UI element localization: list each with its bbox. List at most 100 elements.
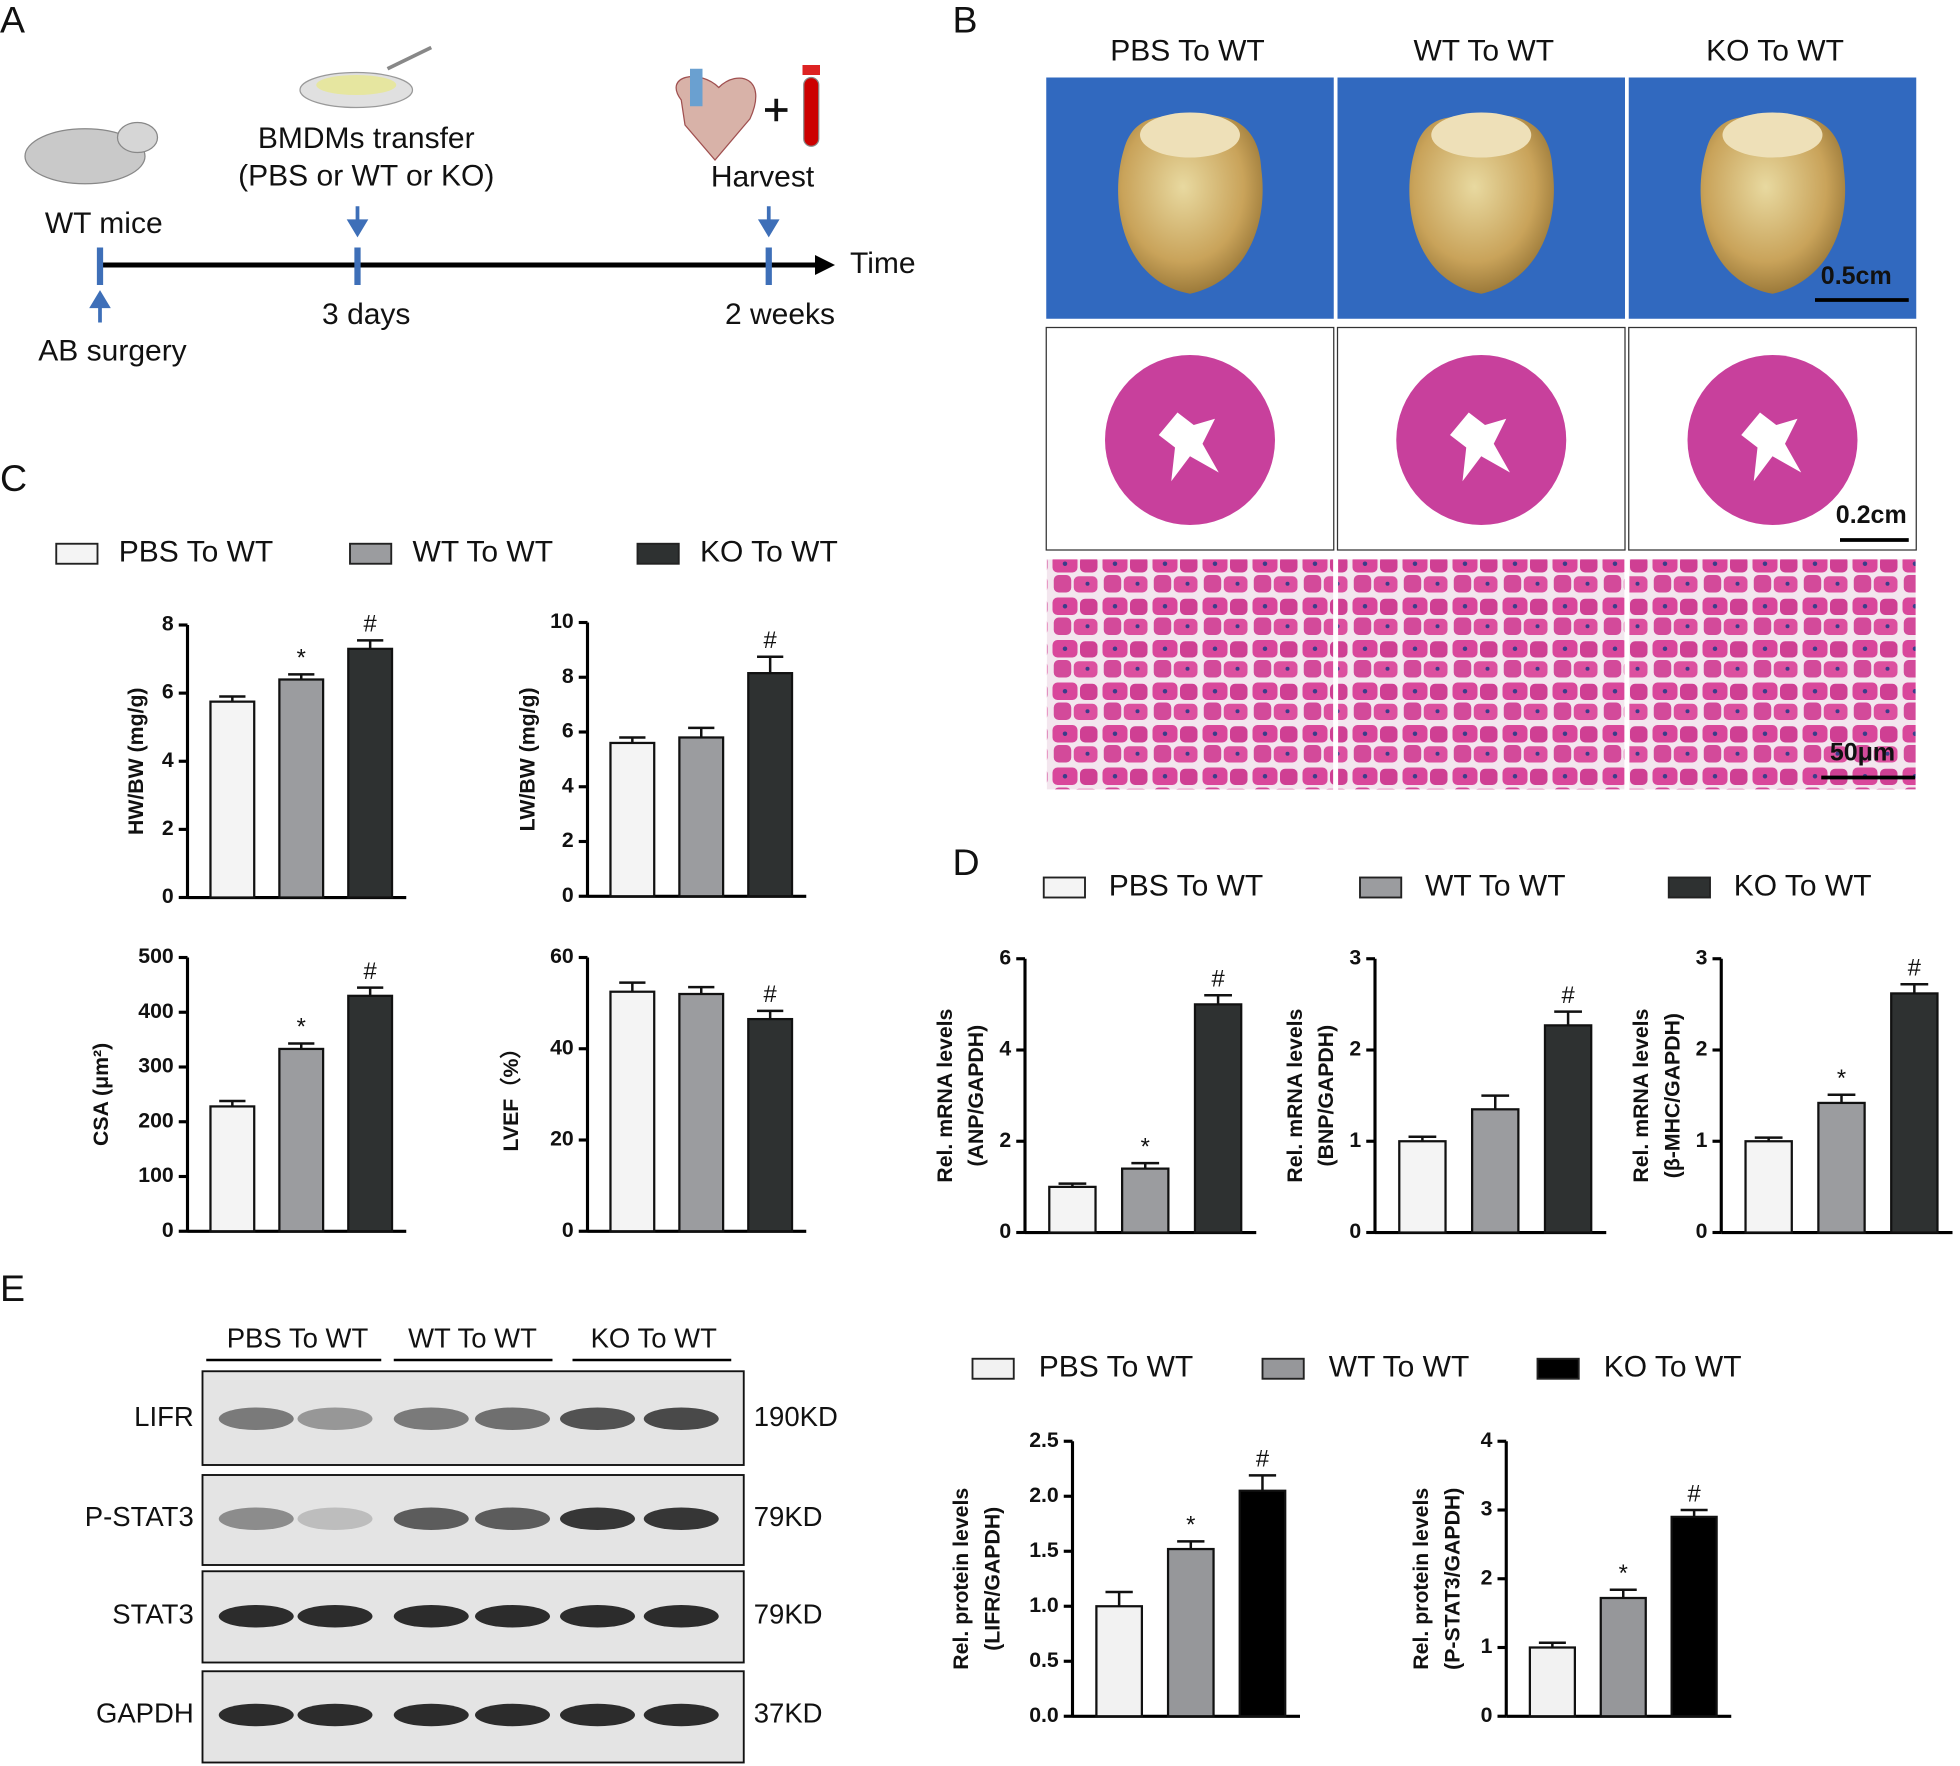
label: AB surgery <box>38 334 186 367</box>
band <box>218 1507 294 1530</box>
band <box>643 1507 719 1530</box>
legend-label: KO To WT <box>1604 1351 1742 1384</box>
band <box>475 1605 550 1628</box>
error-bar <box>219 695 246 702</box>
y-tick-label: 40 <box>550 1035 574 1059</box>
panel-label: C <box>0 457 27 499</box>
error-bar <box>688 726 715 738</box>
band <box>560 1605 635 1628</box>
y-tick-label: 0 <box>562 883 574 907</box>
bar <box>1744 1140 1793 1234</box>
row-label: LIFR <box>134 1401 194 1432</box>
band <box>643 1605 719 1628</box>
error-bar <box>288 673 315 680</box>
significance: * <box>1141 1133 1150 1160</box>
y-axis-label: LVEF（%） <box>499 1037 523 1151</box>
y-tick-label: 3 <box>1696 945 1708 969</box>
label: 2 weeks <box>725 298 835 331</box>
error-bar <box>1554 1010 1582 1026</box>
y-axis-label: CSA (μm²) <box>89 1043 113 1146</box>
y-axis-label: Rel. mRNA levels <box>1629 1009 1653 1183</box>
error-bar <box>1177 1540 1205 1550</box>
error-bar <box>1827 1093 1856 1103</box>
bar <box>609 990 656 1233</box>
column-title: PBS To WT <box>1110 34 1264 67</box>
y-tick-label: 100 <box>138 1163 173 1187</box>
bar <box>678 992 725 1233</box>
error-bar <box>1105 1590 1133 1607</box>
heart <box>1118 115 1263 294</box>
y-tick-label: 2 <box>162 816 174 840</box>
band <box>560 1507 635 1530</box>
legend-swatch <box>971 1357 1015 1380</box>
cavity <box>1158 412 1219 482</box>
tissue <box>1628 558 1917 791</box>
y-axis-label: Rel. mRNA levels <box>1283 1009 1307 1183</box>
band <box>297 1605 373 1628</box>
error-bar <box>1248 1474 1277 1491</box>
bar <box>1543 1024 1593 1234</box>
label: (PBS or WT or KO) <box>238 159 494 192</box>
size-label: 37KD <box>754 1697 823 1728</box>
significance: * <box>297 645 306 672</box>
y-tick-label: 0 <box>1349 1219 1361 1243</box>
error-bar <box>1204 993 1232 1005</box>
significance: * <box>297 1014 306 1041</box>
significance: # <box>1688 1480 1702 1507</box>
legend-swatch <box>1536 1357 1580 1380</box>
error-bar <box>1609 1588 1637 1598</box>
column-title: KO To WT <box>1706 34 1844 67</box>
band <box>393 1507 469 1530</box>
significance: # <box>1561 982 1575 1009</box>
label: BMDMs transfer <box>258 122 475 155</box>
legend-label: KO To WT <box>700 536 838 569</box>
band <box>393 1605 469 1628</box>
y-tick-label: 0 <box>1696 1219 1708 1243</box>
error-bar <box>757 655 784 674</box>
label: 3 days <box>322 298 410 331</box>
bar <box>1470 1108 1520 1234</box>
y-tick-label: 1.0 <box>1029 1593 1059 1617</box>
significance: * <box>1619 1560 1628 1587</box>
y-tick-label: 3 <box>1349 945 1361 969</box>
bar <box>1095 1605 1144 1718</box>
y-tick-label: 2 <box>562 828 574 852</box>
legend-label: PBS To WT <box>1109 869 1263 902</box>
significance: # <box>1908 955 1922 982</box>
tissue <box>1045 558 1335 791</box>
scale-bar-label: 0.5cm <box>1821 262 1892 290</box>
bar <box>1193 1003 1243 1234</box>
y-tick-label: 3 <box>1481 1497 1493 1521</box>
error-bar <box>1680 1508 1708 1517</box>
band <box>643 1407 719 1430</box>
bar <box>1528 1646 1577 1718</box>
band <box>475 1507 550 1530</box>
band <box>393 1407 469 1430</box>
band <box>297 1507 373 1530</box>
y-tick-label: 8 <box>162 612 174 636</box>
group-label: WT To WT <box>408 1322 537 1353</box>
bar <box>347 647 394 899</box>
group-label: PBS To WT <box>227 1322 369 1353</box>
bar <box>1121 1167 1170 1234</box>
y-tick-label: 0 <box>999 1219 1011 1243</box>
band <box>218 1605 294 1628</box>
y-tick-label: 8 <box>562 664 574 688</box>
y-tick-label: 1 <box>1696 1128 1708 1152</box>
micrographs <box>1045 77 1917 791</box>
label: WT mice <box>45 207 163 240</box>
y-tick-label: 0 <box>562 1218 574 1242</box>
y-tick-label: 2 <box>1481 1565 1493 1589</box>
legend-swatch <box>1667 876 1711 899</box>
row-label: STAT3 <box>112 1599 194 1630</box>
band <box>643 1703 719 1727</box>
y-tick-label: 500 <box>138 944 173 968</box>
error-bar <box>619 981 646 992</box>
error-bar <box>688 985 715 994</box>
band <box>297 1703 373 1727</box>
error-bar <box>1131 1161 1160 1169</box>
tissue <box>1336 558 1626 791</box>
y-tick-label: 0.0 <box>1029 1703 1059 1727</box>
row-label: P-STAT3 <box>85 1501 194 1532</box>
significance: # <box>764 627 778 654</box>
